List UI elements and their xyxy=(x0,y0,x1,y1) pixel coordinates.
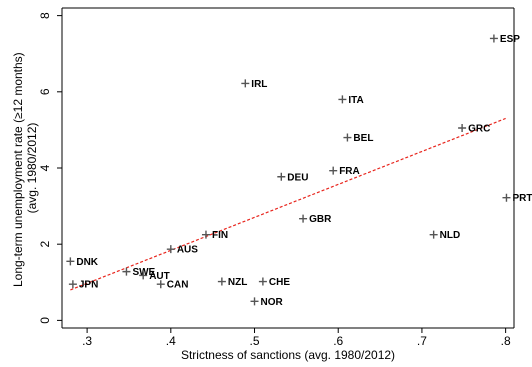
point-label: AUS xyxy=(177,245,198,256)
plus-marker-icon xyxy=(250,297,259,306)
plus-marker-icon xyxy=(139,271,148,280)
plus-marker-icon xyxy=(458,124,467,132)
plus-marker-icon xyxy=(68,280,77,289)
point-label: FIN xyxy=(212,230,228,241)
plus-marker-icon xyxy=(329,166,338,175)
data-point: ESP xyxy=(489,34,520,45)
fit-line-group xyxy=(70,117,506,291)
fit-line xyxy=(70,117,506,291)
data-point: DEU xyxy=(277,172,308,183)
plus-marker-icon xyxy=(201,230,210,239)
data-point: AUT xyxy=(139,271,170,282)
data-point: JPN xyxy=(68,280,98,291)
y-axis-title-line1: Long-term unemployment rate (≥12 months) xyxy=(11,52,25,287)
point-label: BEL xyxy=(353,133,373,144)
point-label: GRC xyxy=(468,124,490,135)
x-tick-label: .3 xyxy=(82,334,92,348)
plus-marker-icon xyxy=(489,34,498,43)
point-label: JPN xyxy=(79,280,98,291)
x-tick-label: .6 xyxy=(333,334,343,348)
data-point: GBR xyxy=(299,214,332,225)
data-point: DNK xyxy=(66,257,99,268)
x-tick-label: .5 xyxy=(250,334,260,348)
plus-marker-icon xyxy=(241,79,250,88)
data-point: GRC xyxy=(458,124,490,135)
y-axis-title-line2: (avg. 1980/2012) xyxy=(25,123,39,214)
point-label: FRA xyxy=(339,166,360,177)
data-points: ESP IRL ITA GRC BEL FRA DEU PRT GBR FIN NLD AUS DNK S… xyxy=(66,34,532,308)
y-tick-label: 6 xyxy=(38,88,52,95)
data-point: AUS xyxy=(166,245,198,256)
data-point: CHE xyxy=(258,277,290,288)
data-point: BEL xyxy=(343,133,373,144)
plus-marker-icon xyxy=(299,214,308,223)
x-tick-label: .4 xyxy=(166,334,176,348)
point-label: NZL xyxy=(228,277,247,288)
point-label: CHE xyxy=(269,277,290,288)
y-axis-ticks: 0 2 4 6 8 xyxy=(38,12,62,324)
point-label: SWE xyxy=(132,267,155,278)
data-point: NZL xyxy=(217,277,247,288)
y-tick-label: 8 xyxy=(38,12,52,19)
data-point: PRT xyxy=(502,193,532,204)
plus-marker-icon xyxy=(258,277,267,286)
plus-marker-icon xyxy=(502,193,511,202)
point-label: DNK xyxy=(76,257,98,268)
x-tick-label: .8 xyxy=(501,334,511,348)
point-label: ITA xyxy=(348,95,363,106)
y-axis-title: Long-term unemployment rate (≥12 months)… xyxy=(11,49,39,287)
plus-marker-icon xyxy=(122,267,131,276)
point-label: DEU xyxy=(287,172,308,183)
plus-marker-icon xyxy=(166,245,175,254)
x-axis-ticks: .3 .4 .5 .6 .7 .8 xyxy=(82,328,511,348)
point-label: GBR xyxy=(309,214,332,225)
data-point: FIN xyxy=(201,230,228,241)
y-tick-label: 2 xyxy=(38,241,52,248)
point-label: AUT xyxy=(149,271,170,282)
plus-marker-icon xyxy=(343,133,352,142)
data-point: SWE xyxy=(122,267,156,278)
point-label: NOR xyxy=(261,297,284,308)
point-label: ESP xyxy=(500,34,520,45)
data-point: ITA xyxy=(338,95,364,106)
plus-marker-icon xyxy=(217,277,226,286)
x-tick-label: .7 xyxy=(417,334,427,348)
point-label: IRL xyxy=(251,79,267,90)
plus-marker-icon xyxy=(429,230,438,239)
point-label: NLD xyxy=(440,230,461,241)
y-tick-label: 4 xyxy=(38,164,52,171)
plus-marker-icon xyxy=(156,280,165,289)
plus-marker-icon xyxy=(338,95,347,104)
data-point: FRA xyxy=(329,166,360,177)
plus-marker-icon xyxy=(277,172,286,181)
plus-marker-icon xyxy=(66,257,75,266)
y-tick-label: 0 xyxy=(38,317,52,324)
x-axis-title: Strictness of sanctions (avg. 1980/2012) xyxy=(181,348,395,362)
data-point: NOR xyxy=(250,297,284,308)
data-point: CAN xyxy=(156,280,189,291)
point-label: PRT xyxy=(512,193,532,204)
data-point: NLD xyxy=(429,230,461,241)
data-point: IRL xyxy=(241,79,267,90)
point-label: CAN xyxy=(167,280,189,291)
